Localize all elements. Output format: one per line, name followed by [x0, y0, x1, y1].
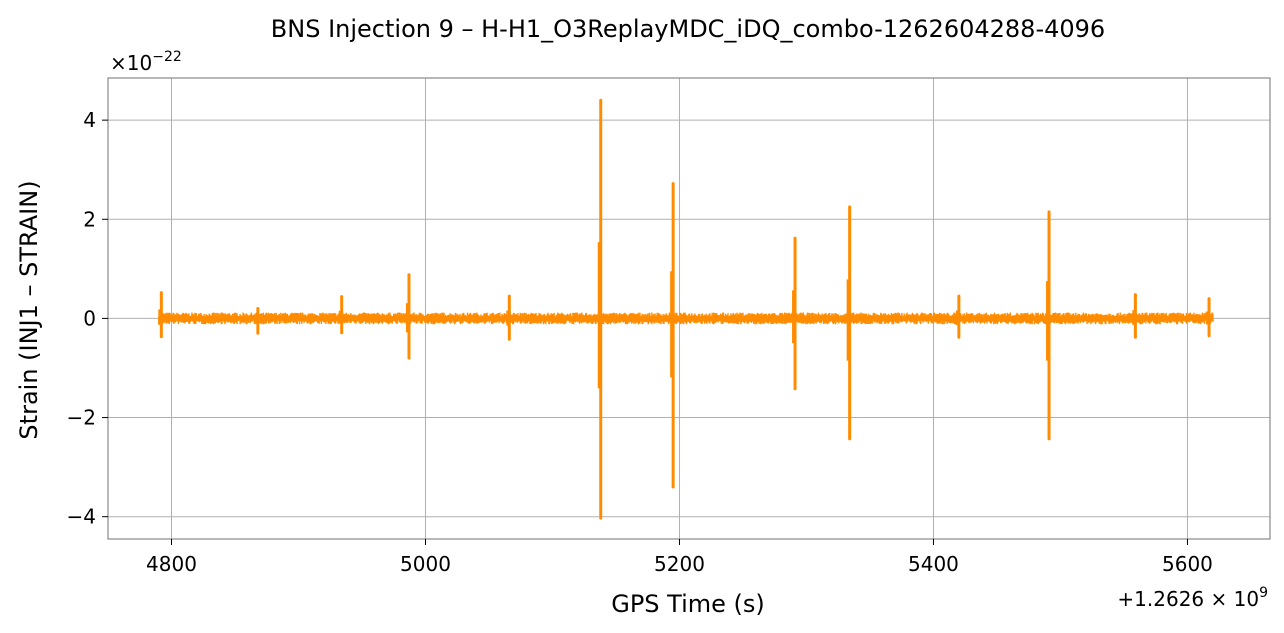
y-tick-label: 0 [83, 306, 96, 330]
y-tick-label: −4 [67, 505, 96, 529]
x-offset-exponent: 9 [1259, 585, 1268, 601]
series-layer [158, 98, 1214, 520]
x-tick-label: 5200 [654, 552, 705, 576]
x-axis: 4800 5000 5200 5400 5600 [146, 539, 1213, 576]
x-offset-base: +1.2626 × 10 [1117, 587, 1259, 611]
y-scale-base: ×10 [110, 51, 152, 75]
plot-frame [107, 77, 1271, 540]
y-axis-label: Strain (INJ1 – STRAIN) [15, 180, 43, 439]
x-tick-label: 5600 [1162, 552, 1213, 576]
x-tick-label: 5000 [400, 552, 451, 576]
x-tick-label: 5400 [908, 552, 959, 576]
plot-area [107, 77, 1271, 540]
chart-title: BNS Injection 9 – H-H1_O3ReplayMDC_iDQ_c… [271, 15, 1105, 43]
y-tick-label: −2 [67, 406, 96, 430]
y-tick-label: 2 [83, 207, 96, 231]
x-axis-label: GPS Time (s) [611, 590, 765, 618]
y-axis: −4 −2 0 2 4 [67, 108, 108, 529]
y-scale-label: ×10−22 [110, 49, 182, 75]
x-offset-label: +1.2626 × 109 [1117, 585, 1268, 611]
y-tick-label: 4 [83, 108, 96, 132]
grid [108, 78, 1270, 539]
x-tick-label: 4800 [146, 552, 197, 576]
y-scale-exponent: −22 [152, 49, 182, 65]
series-strain [158, 98, 1214, 520]
plot-background [108, 78, 1270, 539]
